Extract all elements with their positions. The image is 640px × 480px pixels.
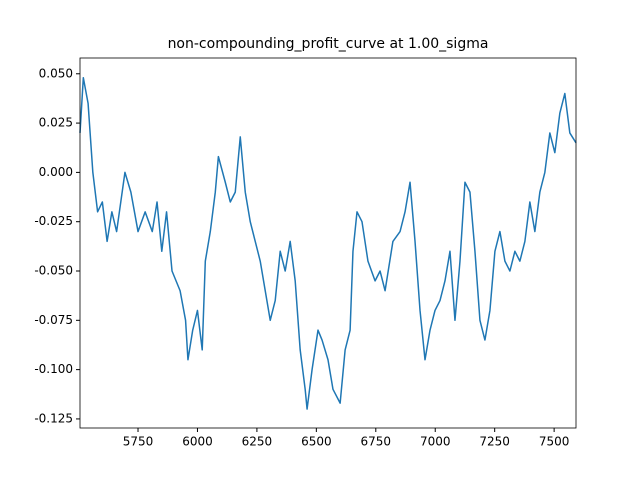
y-tick-label: -0.050 [34, 264, 73, 278]
y-tick-label: -0.125 [34, 411, 73, 425]
y-tick-label: -0.025 [34, 214, 73, 228]
x-tick-label: 6500 [301, 435, 332, 449]
x-tick-label: 6250 [242, 435, 273, 449]
x-tick-label: 7000 [420, 435, 451, 449]
plot-frame [79, 57, 577, 429]
x-tick-label: 6750 [361, 435, 392, 449]
y-tick-label: -0.100 [34, 362, 73, 376]
x-tick-label: 6000 [182, 435, 213, 449]
line-series [79, 76, 577, 410]
chart-title: non-compounding_profit_curve at 1.00_sig… [168, 36, 489, 52]
y-tick-label: -0.075 [34, 313, 73, 327]
x-tick-label: 5750 [123, 435, 154, 449]
y-tick-label: 0.025 [39, 116, 73, 130]
y-tick-label: 0.050 [39, 66, 73, 80]
x-tick-label: 7500 [539, 435, 570, 449]
x-tick-label: 7250 [479, 435, 510, 449]
y-tick-label: 0.000 [39, 165, 73, 179]
